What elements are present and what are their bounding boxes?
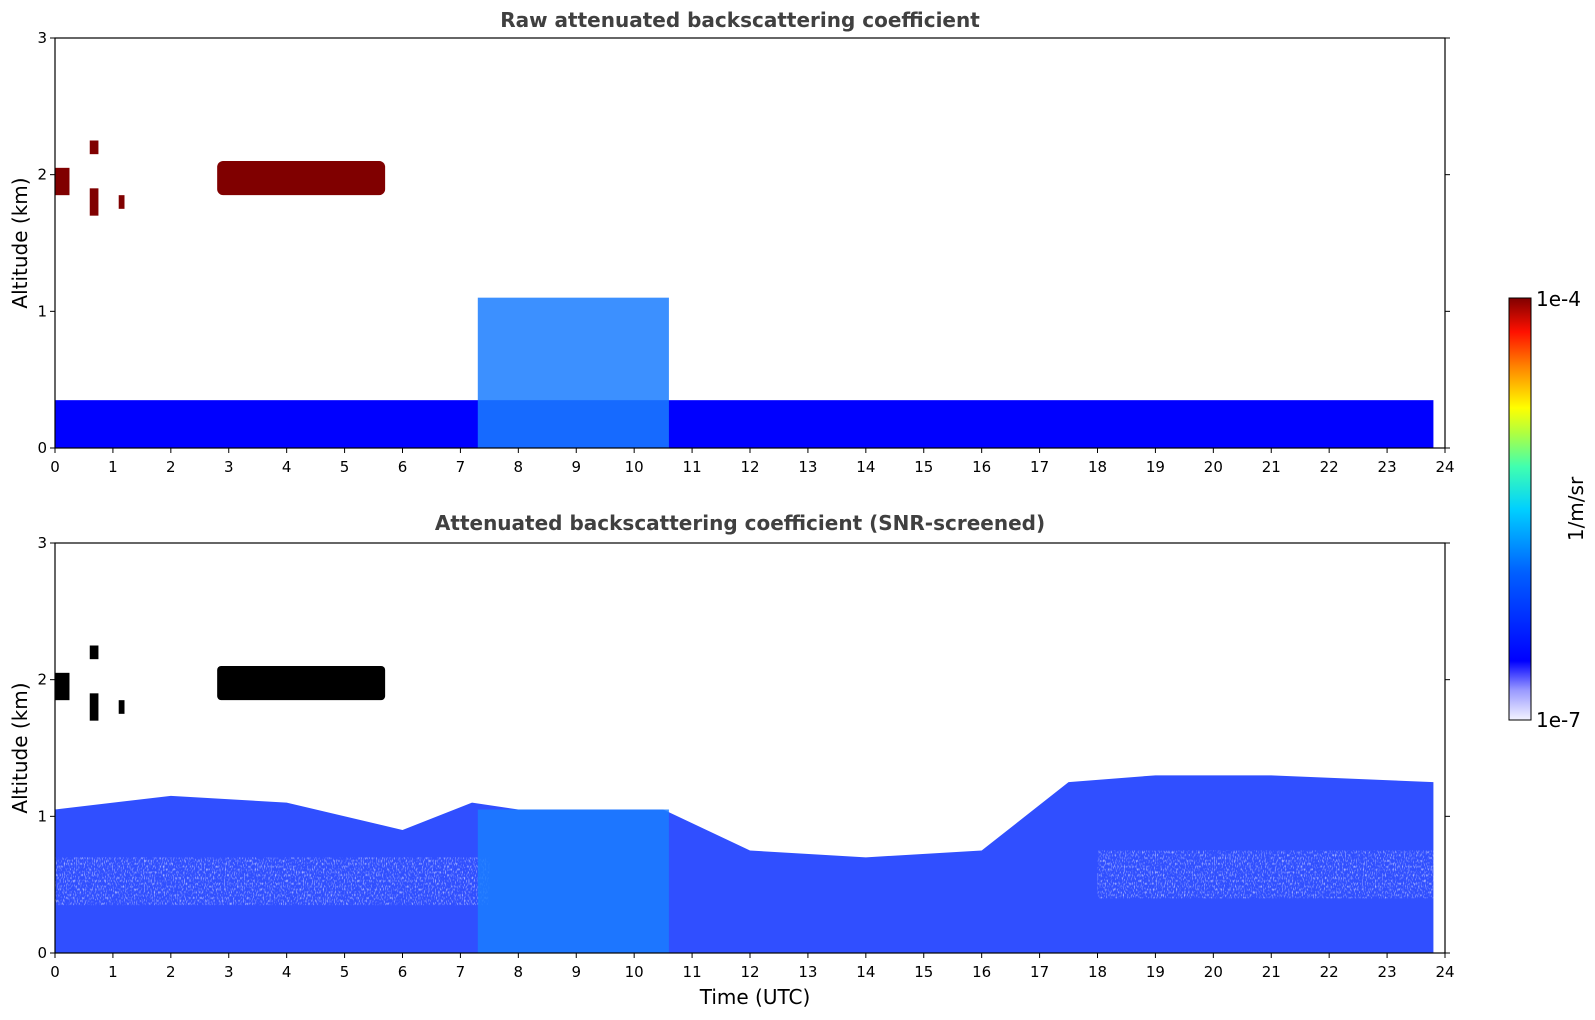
y-tick-label: 0 bbox=[37, 439, 47, 457]
x-tick-label: 22 bbox=[1320, 458, 1339, 476]
x-tick-label: 24 bbox=[1435, 963, 1454, 981]
x-tick-label: 16 bbox=[972, 458, 991, 476]
x-tick-label: 2 bbox=[166, 963, 176, 981]
x-tick-label: 6 bbox=[398, 963, 408, 981]
y-tick-label: 2 bbox=[37, 166, 47, 184]
x-tick-label: 24 bbox=[1435, 458, 1454, 476]
x-tick-label: 12 bbox=[740, 458, 759, 476]
x-tick-label: 9 bbox=[571, 458, 581, 476]
boundary-layer bbox=[55, 775, 1434, 953]
panel-screened: Attenuated backscattering coefficient (S… bbox=[8, 511, 1455, 1009]
cloud-fragment bbox=[55, 167, 70, 196]
x-tick-label: 12 bbox=[740, 963, 759, 981]
x-axis: 0 1 2 3 4 5 6 7 8 9 10 11 12 13 14 15 16 17 18 19 20 21 22 23 24 bbox=[50, 448, 1455, 476]
x-tick-label: 18 bbox=[1088, 963, 1107, 981]
x-tick-label: 5 bbox=[340, 963, 350, 981]
panel-title: Attenuated backscattering coefficient (S… bbox=[435, 511, 1045, 535]
x-tick-label: 2 bbox=[166, 458, 176, 476]
boundary-layer bbox=[477, 297, 669, 448]
y-axis: 0 1 2 3 bbox=[37, 29, 1450, 457]
x-tick-label: 19 bbox=[1146, 458, 1165, 476]
x-tick-label: 23 bbox=[1378, 458, 1397, 476]
cloud-fragment bbox=[118, 195, 125, 209]
x-tick-label: 20 bbox=[1204, 458, 1223, 476]
x-tick-label: 5 bbox=[340, 458, 350, 476]
y-axis: 0 1 2 3 bbox=[37, 534, 1450, 962]
x-tick-label: 6 bbox=[398, 458, 408, 476]
x-tick-label: 8 bbox=[514, 458, 524, 476]
x-tick-label: 22 bbox=[1320, 963, 1339, 981]
heatmap-screened bbox=[54, 542, 1446, 954]
cloud-fragment bbox=[55, 672, 70, 701]
cloud-fragment bbox=[89, 188, 99, 216]
cloud-fragment bbox=[89, 140, 99, 155]
x-tick-label: 1 bbox=[108, 458, 118, 476]
x-tick-label: 7 bbox=[456, 458, 466, 476]
y-tick-label: 3 bbox=[37, 534, 47, 552]
x-tick-label: 11 bbox=[683, 458, 702, 476]
x-tick-label: 21 bbox=[1262, 458, 1281, 476]
panel-title: Raw attenuated backscattering coefficien… bbox=[500, 8, 980, 32]
colorbar: 1e-4 1e-7 1/m/sr bbox=[1508, 287, 1588, 732]
colorbar-min-label: 1e-7 bbox=[1536, 708, 1581, 732]
colorbar-gradient bbox=[1508, 297, 1532, 721]
x-tick-label: 11 bbox=[683, 963, 702, 981]
x-tick-label: 16 bbox=[972, 963, 991, 981]
y-axis-label: Altitude (km) bbox=[8, 682, 32, 813]
colorbar-max-label: 1e-4 bbox=[1536, 287, 1581, 311]
x-tick-label: 0 bbox=[50, 458, 60, 476]
x-tick-label: 10 bbox=[625, 963, 644, 981]
surface-layer bbox=[55, 400, 1434, 448]
convective-layer bbox=[477, 809, 669, 953]
cloud-layer bbox=[217, 161, 386, 196]
heatmap-raw bbox=[54, 37, 1446, 449]
x-tick-label: 21 bbox=[1262, 963, 1281, 981]
x-tick-label: 10 bbox=[625, 458, 644, 476]
weak-signal-band bbox=[55, 857, 490, 906]
x-tick-label: 20 bbox=[1204, 963, 1223, 981]
y-tick-label: 2 bbox=[37, 671, 47, 689]
panel-raw: Raw attenuated backscattering coefficien… bbox=[8, 8, 1455, 476]
y-tick-label: 3 bbox=[37, 29, 47, 47]
x-tick-label: 3 bbox=[224, 458, 234, 476]
y-tick-label: 1 bbox=[37, 807, 47, 825]
x-tick-label: 13 bbox=[798, 458, 817, 476]
cloud-fragment bbox=[89, 693, 99, 721]
weak-signal-band bbox=[1097, 850, 1434, 899]
y-axis-label: Altitude (km) bbox=[8, 177, 32, 308]
x-tick-label: 1 bbox=[108, 963, 118, 981]
x-tick-label: 4 bbox=[282, 458, 292, 476]
cloud-fragment bbox=[89, 645, 99, 660]
x-tick-label: 8 bbox=[514, 963, 524, 981]
x-tick-label: 9 bbox=[571, 963, 581, 981]
x-axis-label: Time (UTC) bbox=[699, 985, 811, 1009]
x-tick-label: 19 bbox=[1146, 963, 1165, 981]
x-tick-label: 7 bbox=[456, 963, 466, 981]
y-tick-label: 0 bbox=[37, 944, 47, 962]
y-tick-label: 1 bbox=[37, 302, 47, 320]
x-tick-label: 15 bbox=[914, 458, 933, 476]
mid-layer bbox=[55, 284, 1434, 401]
x-tick-label: 3 bbox=[224, 963, 234, 981]
cloud-fragment bbox=[118, 700, 125, 714]
x-tick-label: 17 bbox=[1030, 458, 1049, 476]
x-tick-label: 13 bbox=[798, 963, 817, 981]
x-axis: 0 1 2 3 4 5 6 7 8 9 10 11 12 13 14 15 16 17 18 19 20 21 22 23 24 bbox=[50, 953, 1455, 981]
x-tick-label: 18 bbox=[1088, 458, 1107, 476]
x-tick-label: 14 bbox=[856, 963, 875, 981]
cloud-layer bbox=[217, 666, 386, 701]
x-tick-label: 14 bbox=[856, 458, 875, 476]
x-tick-label: 15 bbox=[914, 963, 933, 981]
x-tick-label: 4 bbox=[282, 963, 292, 981]
colorbar-unit-label: 1/m/sr bbox=[1564, 476, 1588, 541]
x-tick-label: 17 bbox=[1030, 963, 1049, 981]
x-tick-label: 0 bbox=[50, 963, 60, 981]
x-tick-label: 23 bbox=[1378, 963, 1397, 981]
